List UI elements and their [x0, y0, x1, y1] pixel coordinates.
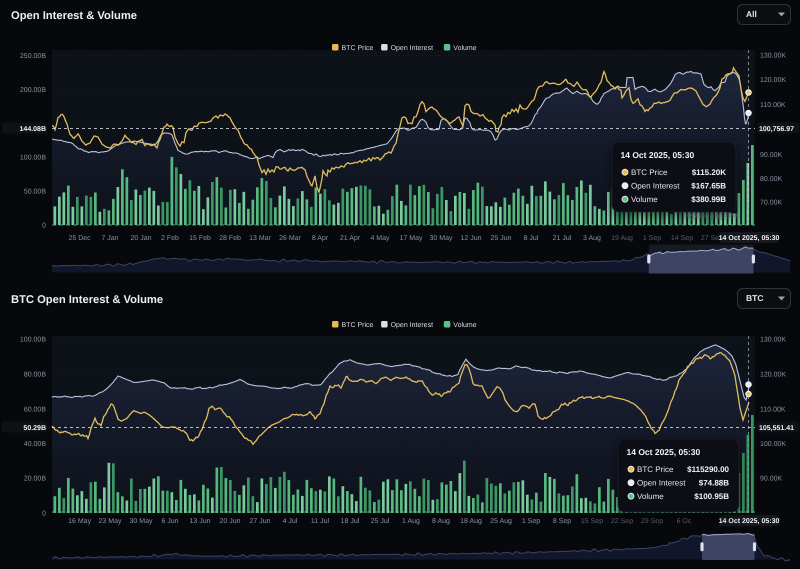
svg-text:14 Oct 2025, 05:30: 14 Oct 2025, 05:30	[621, 150, 695, 160]
svg-text:1 Sep: 1 Sep	[643, 235, 661, 242]
svg-text:4 May: 4 May	[370, 235, 390, 242]
svg-text:$100.95B: $100.95B	[694, 492, 729, 501]
svg-text:90.00K: 90.00K	[760, 152, 783, 159]
svg-text:27 Jun: 27 Jun	[249, 518, 270, 525]
svg-text:90.00K: 90.00K	[760, 476, 783, 483]
svg-text:12 Jun: 12 Jun	[460, 235, 481, 242]
svg-text:25 Jun: 25 Jun	[490, 235, 511, 242]
svg-text:200.00B: 200.00B	[20, 87, 46, 94]
svg-text:$74.88B: $74.88B	[699, 479, 729, 488]
svg-text:BTC: BTC	[746, 293, 763, 303]
svg-text:3 Aug: 3 Aug	[583, 235, 601, 242]
svg-text:7 Jan: 7 Jan	[101, 235, 118, 242]
svg-text:120.00K: 120.00K	[760, 77, 786, 84]
svg-text:6 Jun: 6 Jun	[161, 518, 178, 525]
svg-text:16 May: 16 May	[68, 518, 91, 525]
svg-text:0: 0	[42, 511, 46, 518]
svg-text:105,551.41: 105,551.41	[759, 425, 794, 432]
svg-text:1 Aug: 1 Aug	[402, 518, 420, 525]
svg-text:15 Feb: 15 Feb	[189, 234, 211, 242]
svg-text:0: 0	[42, 223, 46, 230]
svg-text:8 Aug: 8 Aug	[432, 518, 450, 525]
svg-text:250.00B: 250.00B	[20, 53, 46, 60]
svg-text:6 Oc: 6 Oc	[677, 518, 692, 525]
svg-text:BTC Open Interest & Volume: BTC Open Interest & Volume	[11, 294, 163, 306]
svg-text:80.00K: 80.00K	[760, 176, 783, 183]
svg-text:100.00B: 100.00B	[20, 155, 46, 162]
svg-text:All: All	[746, 9, 757, 19]
svg-text:Volume: Volume	[637, 492, 664, 501]
svg-text:20 Jan: 20 Jan	[130, 235, 151, 242]
svg-text:Volume: Volume	[453, 321, 476, 329]
svg-text:100,756.97: 100,756.97	[759, 126, 794, 133]
svg-text:Open Interest & Volume: Open Interest & Volume	[11, 10, 137, 22]
svg-text:110.00K: 110.00K	[760, 407, 786, 414]
svg-text:100.00B: 100.00B	[20, 337, 46, 344]
svg-text:28 Feb: 28 Feb	[219, 234, 241, 242]
svg-text:BTC Price: BTC Price	[342, 44, 374, 52]
svg-text:25 Aug: 25 Aug	[490, 518, 512, 525]
svg-text:15 Sep: 15 Sep	[581, 518, 603, 525]
svg-text:144.08B: 144.08B	[20, 126, 46, 133]
svg-text:23 May: 23 May	[99, 518, 122, 525]
svg-text:Open Interest: Open Interest	[391, 45, 433, 52]
svg-text:14 Oct 2025, 05:30: 14 Oct 2025, 05:30	[627, 447, 701, 457]
svg-text:8 Apr: 8 Apr	[312, 235, 329, 242]
svg-text:$380.99B: $380.99B	[691, 195, 726, 204]
svg-text:coinglass: coinglass	[699, 210, 741, 220]
svg-text:$167.65B: $167.65B	[691, 182, 726, 191]
svg-text:20.00B: 20.00B	[24, 476, 47, 483]
svg-text:40.00B: 40.00B	[24, 441, 47, 448]
svg-text:21 Jul: 21 Jul	[553, 234, 572, 242]
svg-text:2 Feb: 2 Feb	[161, 234, 179, 242]
svg-text:110.00K: 110.00K	[760, 102, 786, 109]
svg-text:Volume: Volume	[453, 44, 476, 52]
svg-text:$115.20K: $115.20K	[692, 168, 726, 177]
svg-text:14 Oct 2025, 05:30: 14 Oct 2025, 05:30	[719, 518, 780, 525]
svg-text:27 Se: 27 Se	[701, 235, 719, 242]
svg-text:18 Jul: 18 Jul	[341, 517, 360, 525]
svg-text:4 Jul: 4 Jul	[283, 517, 298, 525]
svg-text:50.29B: 50.29B	[23, 425, 46, 432]
svg-text:29 Sep: 29 Sep	[641, 518, 663, 525]
svg-text:80.00B: 80.00B	[24, 372, 47, 379]
svg-text:100.00K: 100.00K	[760, 441, 786, 448]
svg-text:14 Sep: 14 Sep	[671, 235, 693, 242]
svg-text:Open Interest: Open Interest	[391, 322, 433, 329]
svg-text:Open Interest: Open Interest	[637, 479, 686, 488]
svg-text:120.00K: 120.00K	[760, 372, 786, 379]
svg-text:30 May: 30 May	[130, 518, 153, 525]
svg-text:11 Jul: 11 Jul	[311, 517, 330, 525]
svg-text:26 Mar: 26 Mar	[279, 235, 301, 242]
svg-text:25 Jul: 25 Jul	[371, 517, 390, 525]
svg-text:130.00K: 130.00K	[760, 53, 786, 60]
svg-text:BTC Price: BTC Price	[637, 465, 674, 474]
svg-text:18 Aug: 18 Aug	[460, 518, 482, 525]
svg-text:BTC Price: BTC Price	[631, 168, 668, 177]
svg-text:Open Interest: Open Interest	[631, 182, 680, 191]
svg-text:130.00K: 130.00K	[760, 337, 786, 344]
svg-text:20 Jun: 20 Jun	[219, 518, 240, 525]
svg-text:21 Apr: 21 Apr	[340, 235, 361, 242]
svg-text:1 Sep: 1 Sep	[522, 518, 540, 525]
svg-text:17 May: 17 May	[400, 235, 423, 242]
svg-text:30 May: 30 May	[430, 235, 453, 242]
svg-text:$115290.00: $115290.00	[687, 465, 729, 474]
svg-text:22 Sep: 22 Sep	[611, 518, 633, 525]
svg-text:25 Dec: 25 Dec	[69, 235, 92, 242]
svg-text:14 Oct 2025, 05:30: 14 Oct 2025, 05:30	[719, 235, 780, 242]
svg-text:8 Sep: 8 Sep	[553, 518, 571, 525]
svg-text:60.00B: 60.00B	[24, 407, 47, 414]
svg-text:50.00B: 50.00B	[24, 189, 47, 196]
svg-text:19 Aug: 19 Aug	[611, 235, 633, 242]
svg-text:13 Jun: 13 Jun	[189, 518, 210, 525]
svg-text:70.00K: 70.00K	[760, 200, 783, 207]
svg-text:13 Mar: 13 Mar	[249, 235, 271, 242]
svg-text:Volume: Volume	[631, 195, 658, 204]
svg-text:8 Jul: 8 Jul	[524, 234, 539, 242]
svg-text:BTC Price: BTC Price	[342, 321, 374, 329]
